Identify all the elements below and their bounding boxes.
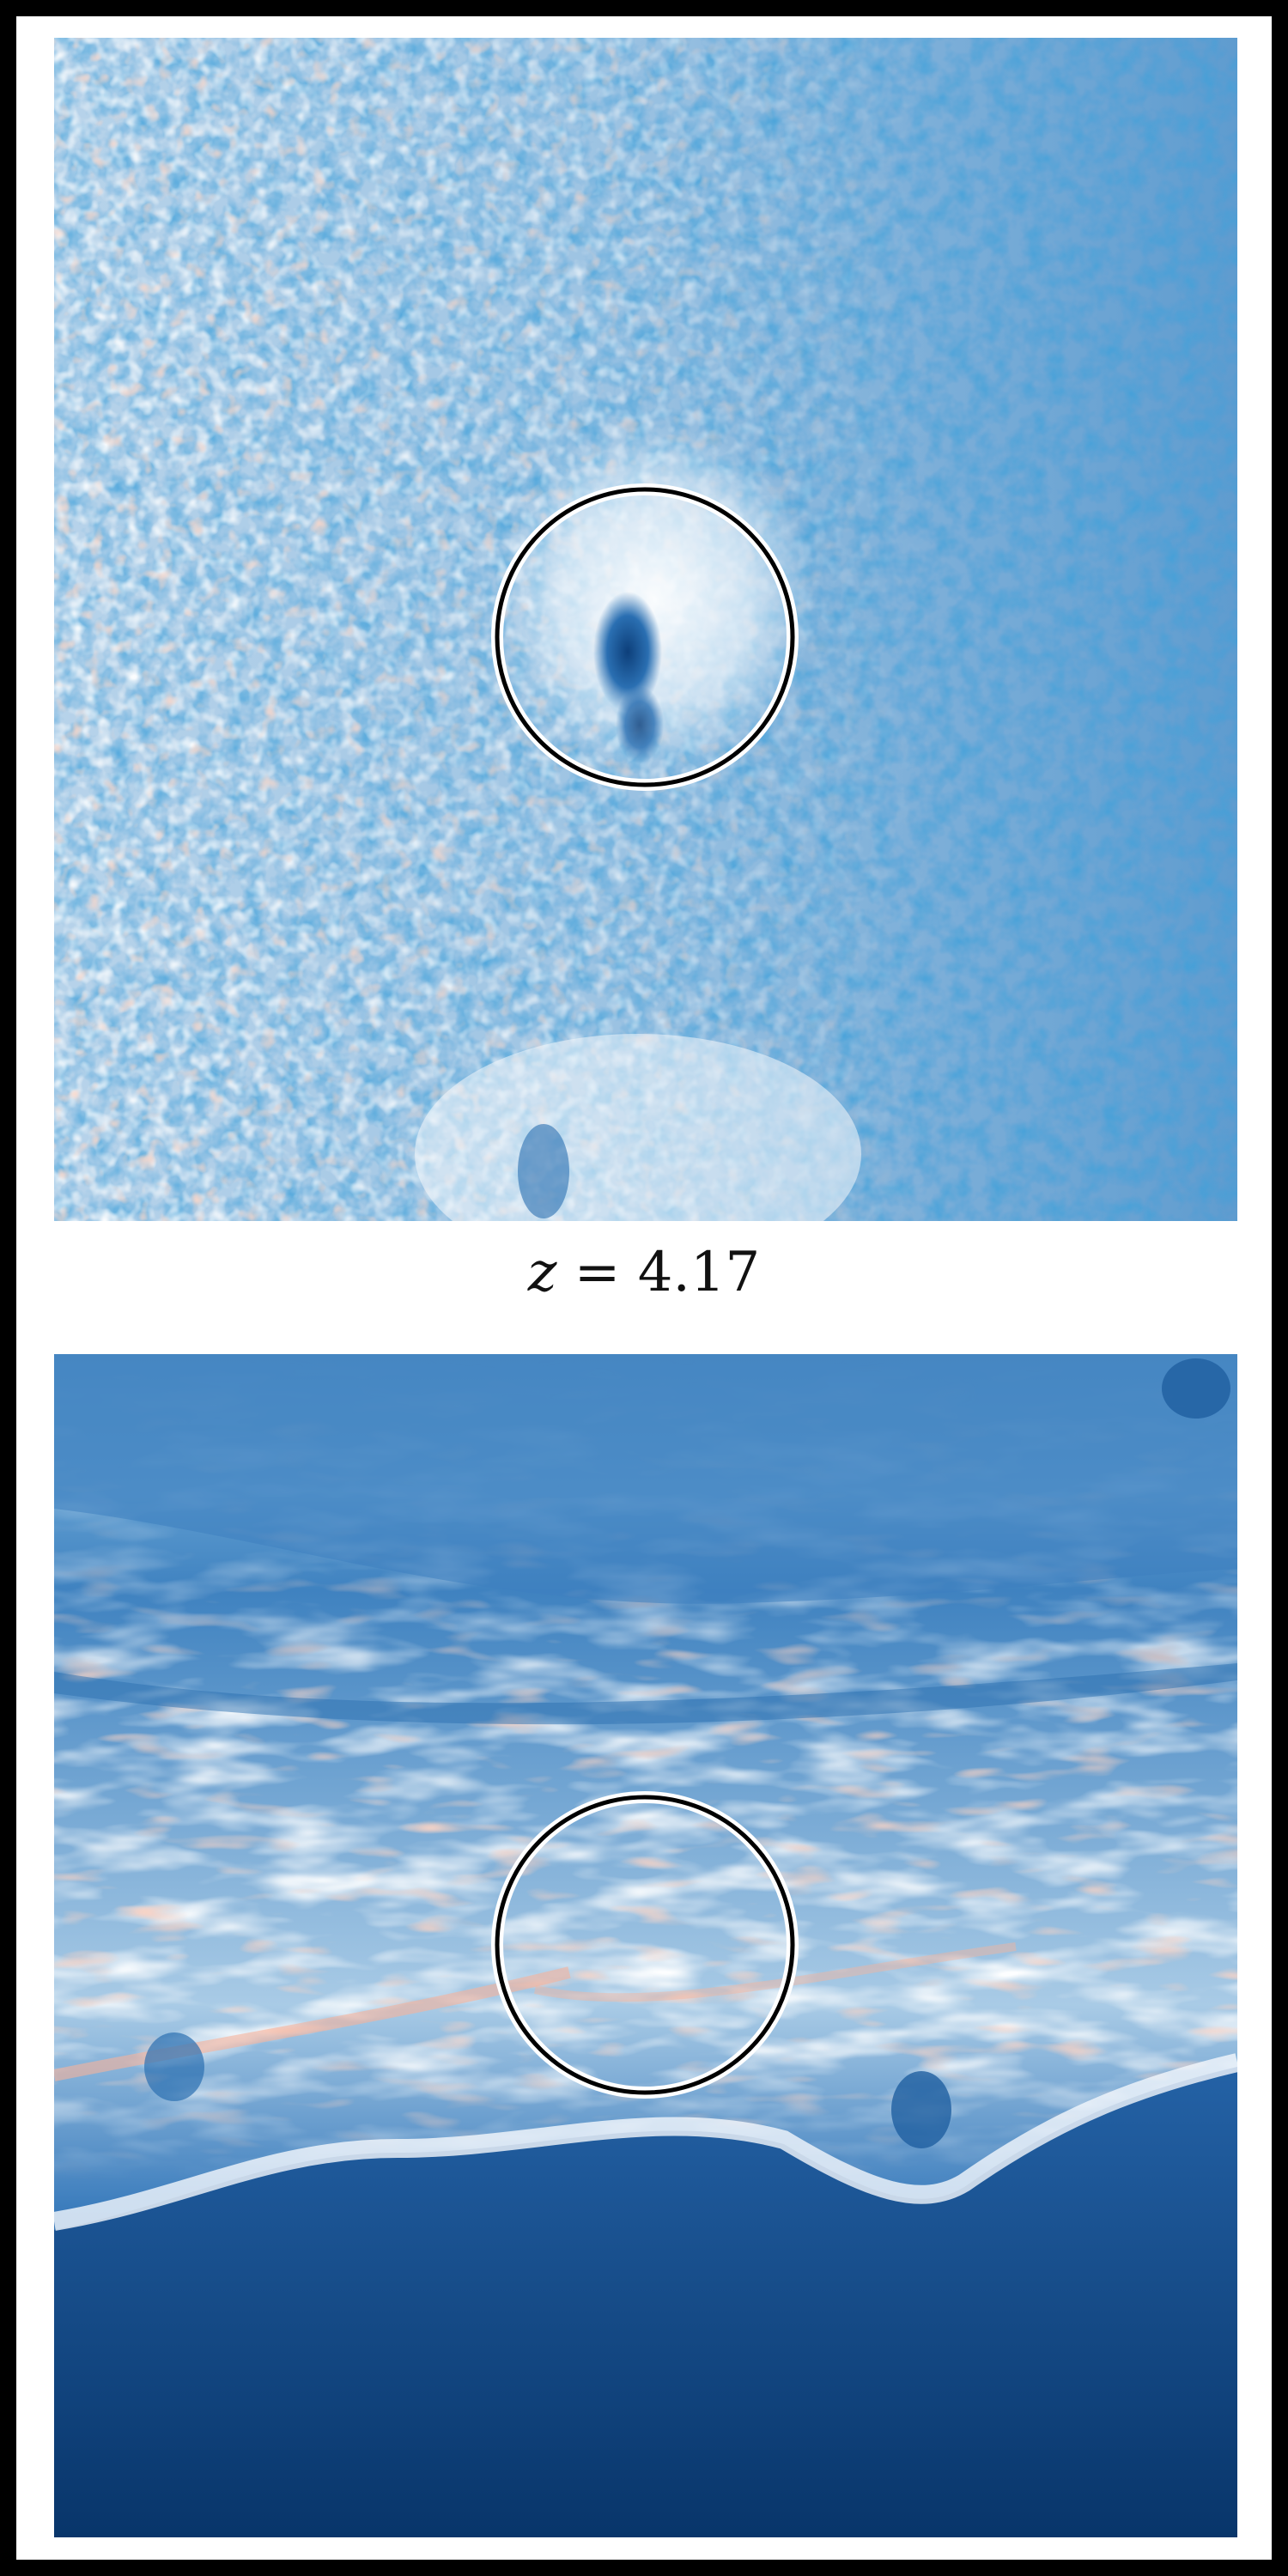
top-map-image	[54, 38, 1237, 1221]
redshift-label: z = 4.17	[16, 1241, 1272, 1304]
redshift-equals: =	[574, 1241, 621, 1304]
bottom-map-panel	[54, 1354, 1237, 2537]
figure-frame: z = 4.17	[16, 16, 1272, 2560]
top-map-panel	[54, 38, 1237, 1221]
redshift-value: 4.17	[637, 1241, 761, 1304]
bottom-map-image	[54, 1354, 1237, 2537]
redshift-variable: z	[527, 1241, 557, 1304]
